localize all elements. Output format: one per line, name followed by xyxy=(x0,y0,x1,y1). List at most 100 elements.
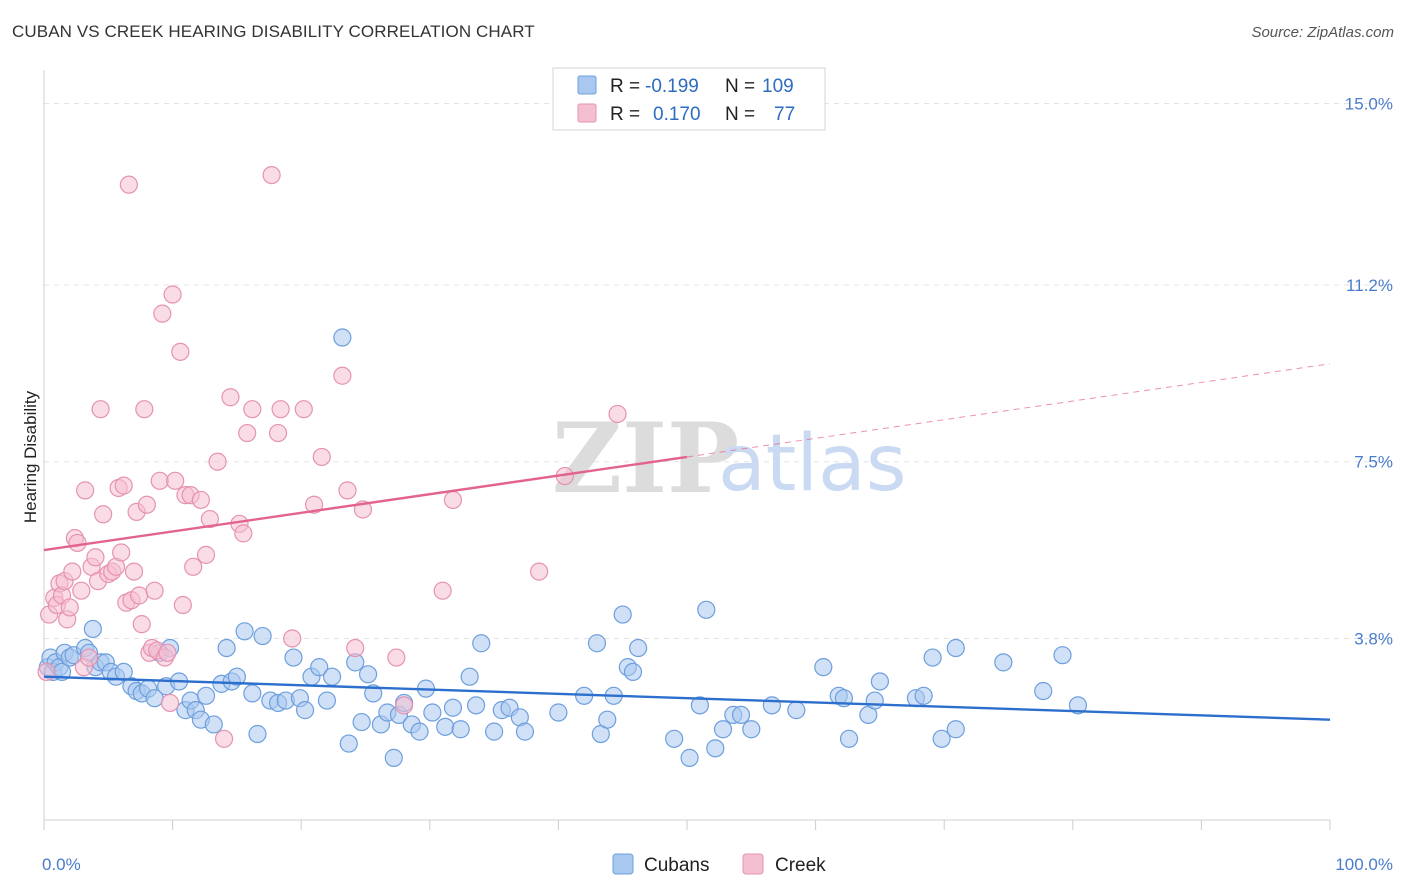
cubans-point xyxy=(787,701,806,720)
creek-point xyxy=(60,598,79,617)
gridlines xyxy=(44,102,1390,639)
cubans-point xyxy=(613,605,632,624)
cubans-point xyxy=(384,748,403,767)
cubans-point xyxy=(460,667,479,686)
legend-n-label: N = xyxy=(725,76,755,97)
creek-point xyxy=(262,165,281,185)
creek-point xyxy=(196,545,216,564)
cubans-point xyxy=(946,720,965,739)
cubans-point xyxy=(629,638,648,658)
cubans-point xyxy=(295,701,315,720)
cubans-point xyxy=(248,724,267,744)
creek-point xyxy=(112,543,131,562)
cubans-point xyxy=(243,684,262,703)
cubans-point xyxy=(217,638,236,658)
cubans-point xyxy=(485,722,504,741)
creek-point xyxy=(135,400,154,419)
cubans-point xyxy=(317,691,337,710)
creek-point xyxy=(208,452,227,471)
legend-swatch-creek xyxy=(577,103,597,123)
cubans-point xyxy=(436,717,455,736)
cubans-point xyxy=(870,672,890,691)
creek-point xyxy=(171,342,190,361)
legend-n-label: N = xyxy=(725,104,755,125)
creek-point xyxy=(86,548,105,567)
creek-point xyxy=(214,729,234,748)
creek-point xyxy=(63,562,82,581)
creek-point xyxy=(160,693,180,713)
creek-point xyxy=(304,495,324,514)
cubans-point xyxy=(697,600,716,619)
series-legend: Cubans Creek xyxy=(612,853,826,876)
creek-point xyxy=(132,615,151,634)
creek-point xyxy=(238,423,257,443)
cubans-point xyxy=(451,720,470,739)
creek-point xyxy=(173,595,192,615)
creek-point xyxy=(114,476,133,495)
creek-point xyxy=(153,304,172,323)
creek-point xyxy=(72,581,91,600)
cubans-point xyxy=(515,722,535,741)
watermark-atlas: atlas xyxy=(718,419,907,509)
creek-point xyxy=(312,447,331,467)
series-swatch-creek xyxy=(742,853,764,875)
cubans-points xyxy=(38,328,1088,767)
creek-point xyxy=(91,400,110,419)
creek-point xyxy=(268,423,288,443)
cubans-point xyxy=(443,698,463,717)
creek-point xyxy=(608,404,627,424)
cubans-point xyxy=(466,696,486,715)
chart-title: CUBAN VS CREEK HEARING DISABILITY CORREL… xyxy=(12,22,535,41)
legend-r-label: R = xyxy=(610,104,640,125)
cubans-point xyxy=(865,691,884,710)
cubans-point xyxy=(196,686,216,705)
legend-r-value: -0.199 xyxy=(645,76,699,97)
cubans-point xyxy=(587,634,607,653)
cubans-point xyxy=(253,626,272,646)
cubans-point xyxy=(665,729,684,748)
creek-trend-extension xyxy=(686,363,1331,458)
series-name-creek: Creek xyxy=(775,855,826,876)
cubans-point xyxy=(322,667,342,686)
cubans-point xyxy=(339,734,358,753)
watermark-zip: ZIP xyxy=(552,402,739,515)
cubans-point xyxy=(1068,696,1088,715)
series-name-cubans: Cubans xyxy=(644,855,710,876)
creek-point xyxy=(338,481,357,500)
cubans-point xyxy=(227,667,246,686)
creek-point xyxy=(243,400,262,419)
creek-points xyxy=(37,165,627,748)
creek-point xyxy=(68,533,87,553)
cubans-point xyxy=(932,729,951,748)
creek-point xyxy=(137,495,156,514)
creek-point xyxy=(79,648,99,667)
creek-point xyxy=(130,586,149,605)
cubans-point xyxy=(946,638,965,658)
creek-point xyxy=(200,509,219,529)
cubans-point xyxy=(352,712,371,732)
creek-point xyxy=(530,562,549,581)
y-tick-label: 7.5% xyxy=(1354,453,1393,472)
cubans-point xyxy=(423,703,442,722)
creek-point xyxy=(387,648,406,667)
cubans-point xyxy=(706,739,725,758)
cubans-point xyxy=(549,703,568,722)
creek-point xyxy=(433,581,452,600)
cubans-point xyxy=(762,696,781,715)
cubans-point xyxy=(333,328,352,347)
creek-point xyxy=(234,524,253,543)
axes xyxy=(43,70,1331,830)
creek-trend-line xyxy=(43,455,688,552)
x-tick-labels: 0.0% 100.0% xyxy=(42,855,1393,874)
creek-point xyxy=(145,581,164,600)
cubans-point xyxy=(1034,681,1053,701)
cubans-point xyxy=(690,696,709,715)
creek-point xyxy=(394,696,414,715)
cubans-point xyxy=(310,658,329,677)
cubans-point xyxy=(742,720,761,739)
correlation-legend: R = -0.199 N = 109 R = 0.170 N = 77 xyxy=(552,67,826,131)
creek-point xyxy=(124,562,144,581)
x-tick-label: 100.0% xyxy=(1335,855,1393,874)
legend-r-label: R = xyxy=(610,76,640,97)
cubans-point xyxy=(83,619,102,639)
